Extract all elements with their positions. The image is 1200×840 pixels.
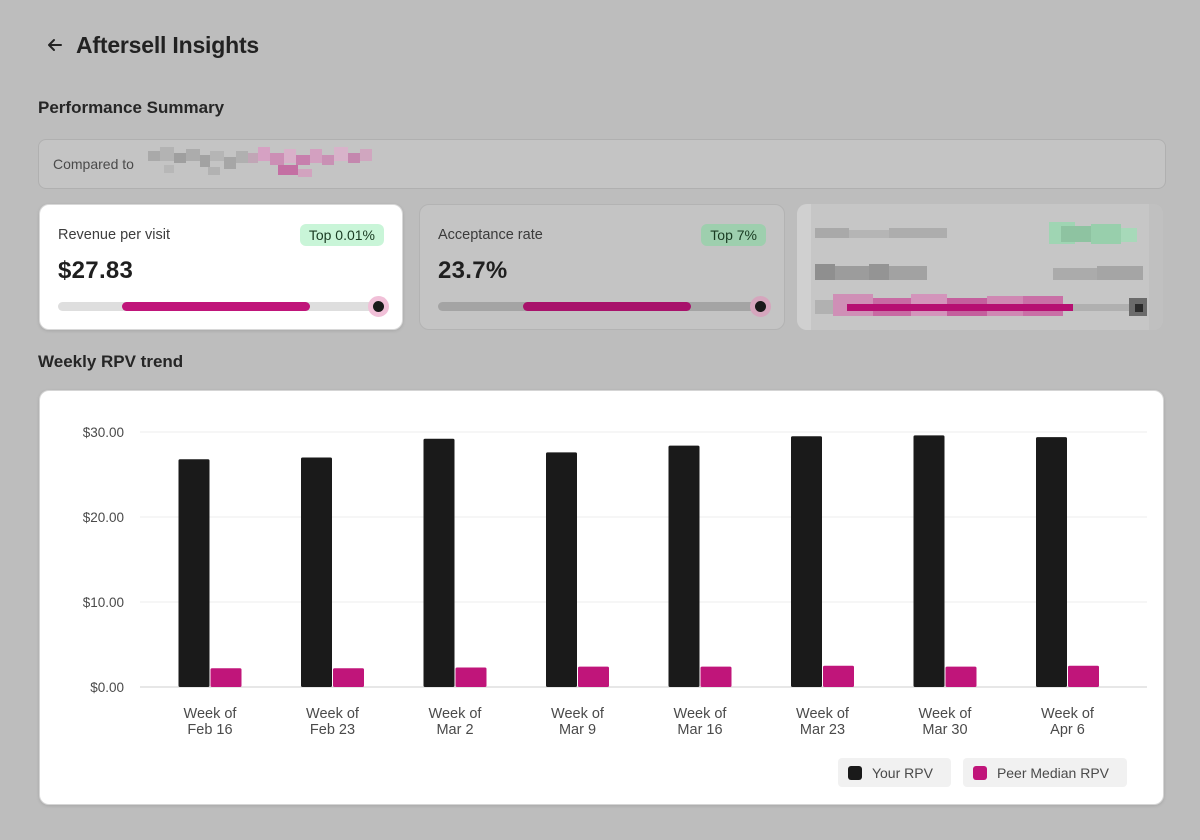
weekly-rpv-trend-title: Weekly RPV trend <box>38 352 184 371</box>
metric-value: 23.7% <box>438 257 508 284</box>
compare-bar[interactable]: Compared to <box>38 139 1166 189</box>
bar-peer-median-rpv[interactable] <box>578 666 609 687</box>
page-title: Aftersell Insights <box>76 31 259 58</box>
metric-card-acceptance[interactable]: Acceptance rate Top 7% 23.7% <box>419 204 785 330</box>
metric-card-rpv[interactable]: Revenue per visit Top 0.01% $27.83 <box>39 204 403 330</box>
metric-label: Revenue per visit <box>58 227 171 243</box>
back-button[interactable] <box>40 30 70 60</box>
metric-value: $27.83 <box>58 257 134 284</box>
chart-legend: Your RPV Peer Median RPV <box>837 758 1127 787</box>
percentile-track <box>58 296 389 317</box>
rank-badge: Top 0.01% <box>299 224 384 246</box>
compare-label: Compared to <box>53 156 134 172</box>
rank-badge: Top 7% <box>701 224 766 246</box>
x-tick-label: Week of <box>551 706 605 722</box>
y-tick-label: $10.00 <box>83 595 124 610</box>
arrow-left-icon <box>48 39 62 51</box>
percentile-range-fill <box>122 302 310 311</box>
x-tick-label: Mar 16 <box>677 722 722 738</box>
x-tick-label: Week of <box>919 706 973 722</box>
x-tick-label: Week of <box>1041 706 1095 722</box>
percentile-range-fill <box>523 302 691 311</box>
percentile-track <box>438 296 771 317</box>
y-tick-label: $0.00 <box>90 680 124 695</box>
bar-peer-median-rpv[interactable] <box>1068 665 1099 687</box>
performance-summary-title: Performance Summary <box>38 98 225 117</box>
bar-peer-median-rpv[interactable] <box>945 666 977 687</box>
bar-your-rpv[interactable] <box>546 452 577 687</box>
bar-your-rpv[interactable] <box>913 435 945 687</box>
legend-item-peer-median-rpv[interactable]: Peer Median RPV <box>962 758 1127 787</box>
y-tick-label: $20.00 <box>83 510 124 525</box>
bar-peer-median-rpv[interactable] <box>823 665 854 687</box>
x-tick-label: Mar 9 <box>559 722 596 738</box>
x-tick-label: Week of <box>429 706 483 722</box>
legend-swatch <box>972 765 987 780</box>
metric-label: Acceptance rate <box>438 227 543 243</box>
legend-label: Your RPV <box>871 764 933 781</box>
x-tick-label: Week of <box>674 706 728 722</box>
percentile-marker <box>750 296 771 317</box>
x-tick-label: Week of <box>306 706 360 722</box>
legend-label: Peer Median RPV <box>996 764 1109 781</box>
bar-peer-median-rpv[interactable] <box>210 668 242 687</box>
x-tick-label: Mar 30 <box>922 722 967 738</box>
percentile-marker <box>368 296 389 317</box>
bar-peer-median-rpv[interactable] <box>455 667 487 687</box>
x-tick-label: Feb 23 <box>310 722 355 738</box>
rpv-chart: $0.00 $10.00 $20.00 $30.00 Week of Feb 16 Week… <box>39 390 1164 805</box>
bar-your-rpv[interactable] <box>1036 437 1067 687</box>
redacted-store-name <box>147 143 384 185</box>
bar-your-rpv[interactable] <box>423 438 455 687</box>
bar-peer-median-rpv[interactable] <box>700 666 732 687</box>
bar-your-rpv[interactable] <box>178 459 210 687</box>
legend-swatch <box>847 765 862 780</box>
metric-card-redacted <box>797 204 1163 330</box>
x-tick-label: Feb 16 <box>187 722 232 738</box>
page-header: Aftersell Insights <box>40 28 259 62</box>
x-tick-label: Mar 23 <box>800 722 845 738</box>
x-tick-label: Week of <box>184 706 238 722</box>
y-tick-label: $30.00 <box>83 425 124 440</box>
x-tick-label: Apr 6 <box>1050 722 1085 738</box>
bar-your-rpv[interactable] <box>791 436 822 687</box>
bar-your-rpv[interactable] <box>668 445 700 687</box>
x-tick-label: Week of <box>796 706 850 722</box>
bar-your-rpv[interactable] <box>301 457 332 688</box>
legend-item-your-rpv[interactable]: Your RPV <box>837 758 951 787</box>
x-tick-label: Mar 2 <box>436 722 473 738</box>
bar-peer-median-rpv[interactable] <box>333 668 364 687</box>
